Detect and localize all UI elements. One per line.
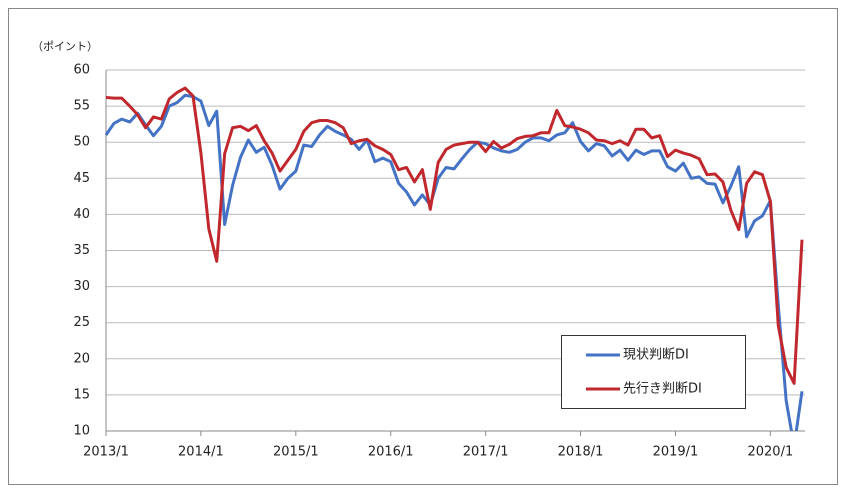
y-tick-label: 20: [73, 351, 90, 366]
series-line: [105, 86, 804, 385]
y-tick-label: 40: [73, 207, 90, 222]
x-tick-label: 2020/1: [747, 445, 793, 460]
chart-frame: [8, 8, 838, 485]
legend: [561, 335, 746, 409]
legend-label: 先行き判断DI: [623, 382, 702, 397]
y-tick-label: 10: [73, 424, 90, 439]
x-tick-label: 2013/1: [83, 445, 129, 460]
x-tick-label: 2018/1: [558, 445, 604, 460]
y-tick-label: 45: [73, 171, 90, 186]
y-tick-label: 50: [73, 135, 90, 150]
legend-label: 現状判断DI: [623, 348, 689, 363]
x-tick-label: 2016/1: [368, 445, 414, 460]
y-tick-label: 35: [73, 243, 90, 258]
y-tick-label: 15: [73, 387, 90, 402]
x-tick-label: 2017/1: [463, 445, 509, 460]
y-tick-label: 60: [73, 63, 90, 78]
x-tick-label: 2015/1: [273, 445, 319, 460]
x-tick-label: 2014/1: [178, 445, 224, 460]
x-tick-label: 2019/1: [653, 445, 699, 460]
y-tick-label: 25: [73, 315, 90, 330]
y-tick-label: 55: [73, 99, 90, 114]
y-tick-label: 30: [73, 279, 90, 294]
y-axis-label: （ポイント）: [32, 40, 98, 53]
